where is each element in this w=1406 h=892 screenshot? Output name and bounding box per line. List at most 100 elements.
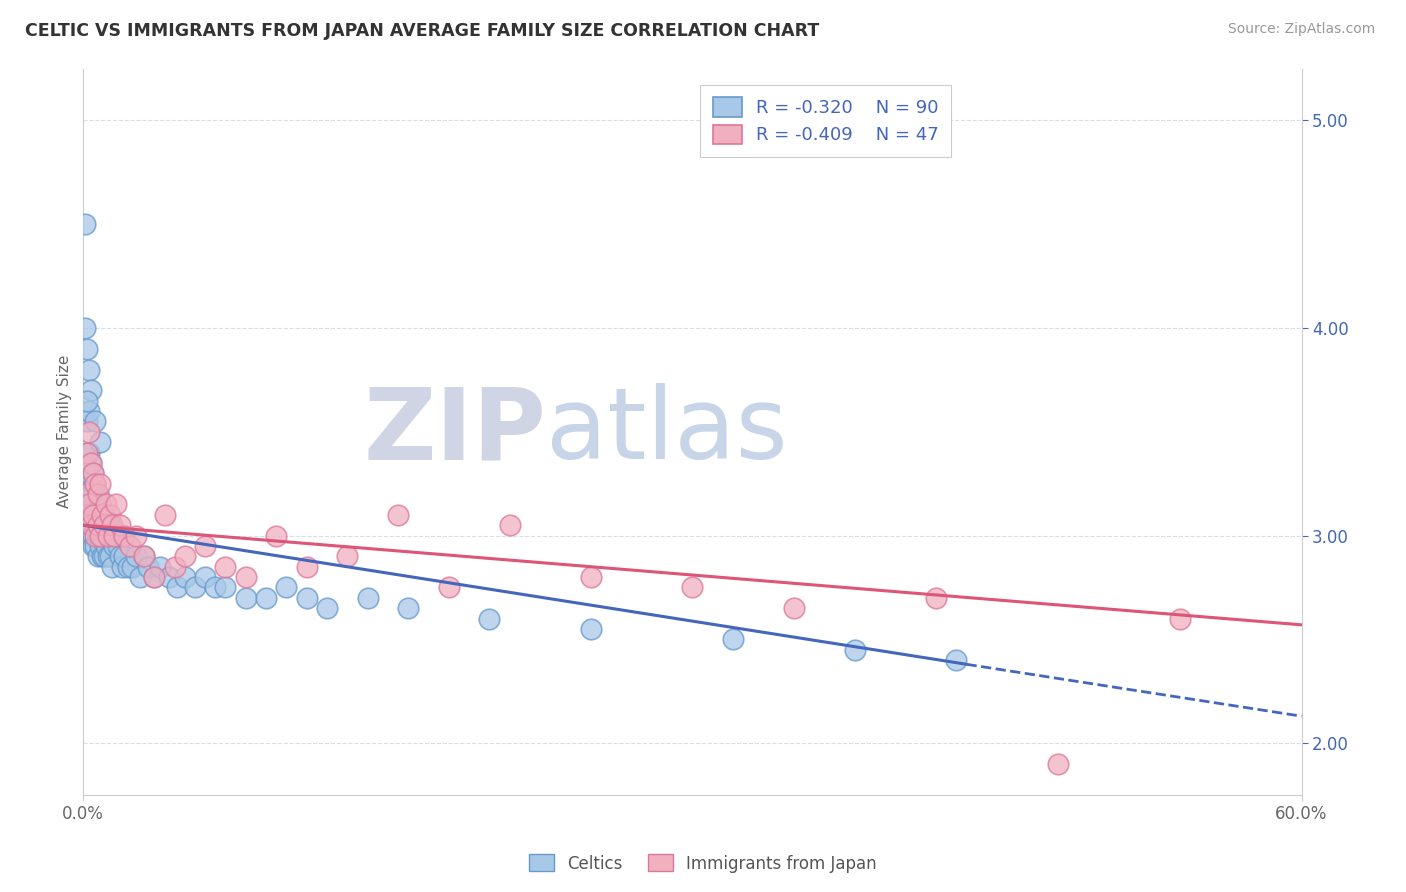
Point xyxy=(194,539,217,553)
Point xyxy=(75,487,97,501)
Point xyxy=(82,528,104,542)
Point xyxy=(98,549,121,564)
Point xyxy=(112,549,135,564)
Point xyxy=(149,559,172,574)
Point xyxy=(117,559,139,574)
Point xyxy=(498,518,520,533)
Text: Source: ZipAtlas.com: Source: ZipAtlas.com xyxy=(1227,22,1375,37)
Point xyxy=(194,570,217,584)
Point xyxy=(75,467,97,481)
Point xyxy=(84,498,107,512)
Point xyxy=(90,508,112,522)
Point xyxy=(478,612,501,626)
Point xyxy=(336,549,359,564)
Point xyxy=(134,549,156,564)
Point xyxy=(103,539,125,553)
Point xyxy=(89,539,111,553)
Point xyxy=(204,581,226,595)
Point xyxy=(79,467,101,481)
Point xyxy=(80,456,103,470)
Point xyxy=(80,487,103,501)
Point xyxy=(80,508,103,522)
Point xyxy=(75,476,97,491)
Point xyxy=(89,476,111,491)
Point xyxy=(100,518,122,533)
Point xyxy=(166,581,188,595)
Point xyxy=(82,487,104,501)
Text: CELTIC VS IMMIGRANTS FROM JAPAN AVERAGE FAMILY SIZE CORRELATION CHART: CELTIC VS IMMIGRANTS FROM JAPAN AVERAGE … xyxy=(25,22,820,40)
Point xyxy=(184,581,207,595)
Point xyxy=(681,581,703,595)
Point xyxy=(79,445,101,459)
Point xyxy=(94,539,117,553)
Point xyxy=(97,528,120,542)
Point xyxy=(84,476,107,491)
Point xyxy=(98,508,121,522)
Point xyxy=(82,539,104,553)
Point xyxy=(107,539,129,553)
Point xyxy=(82,508,104,522)
Point xyxy=(134,549,156,564)
Point xyxy=(76,467,98,481)
Point xyxy=(86,549,108,564)
Point xyxy=(94,498,117,512)
Legend: R = -0.320    N = 90, R = -0.409    N = 47: R = -0.320 N = 90, R = -0.409 N = 47 xyxy=(700,85,952,157)
Point xyxy=(129,570,152,584)
Point xyxy=(173,549,195,564)
Point xyxy=(84,528,107,542)
Point xyxy=(90,549,112,564)
Point xyxy=(157,570,180,584)
Point xyxy=(437,581,460,595)
Point xyxy=(118,539,141,553)
Point xyxy=(80,518,103,533)
Point xyxy=(111,559,134,574)
Point xyxy=(235,591,257,605)
Point xyxy=(75,487,97,501)
Point xyxy=(254,591,277,605)
Point xyxy=(86,487,108,501)
Point xyxy=(82,467,104,481)
Point xyxy=(86,518,108,533)
Point xyxy=(89,518,111,533)
Point xyxy=(89,435,111,450)
Point xyxy=(104,498,127,512)
Point xyxy=(76,445,98,459)
Point xyxy=(75,217,97,231)
Point xyxy=(79,425,101,439)
Point xyxy=(80,456,103,470)
Text: ZIP: ZIP xyxy=(363,384,546,480)
Point xyxy=(125,549,148,564)
Point xyxy=(80,518,103,533)
Point xyxy=(136,559,159,574)
Point xyxy=(276,581,298,595)
Point xyxy=(76,414,98,428)
Point xyxy=(86,528,108,542)
Point xyxy=(100,528,122,542)
Point xyxy=(214,581,236,595)
Point xyxy=(80,384,103,398)
Point xyxy=(98,518,121,533)
Point xyxy=(79,498,101,512)
Point xyxy=(76,487,98,501)
Point xyxy=(108,518,131,533)
Point xyxy=(76,508,98,522)
Point xyxy=(143,570,166,584)
Point xyxy=(93,518,115,533)
Point xyxy=(945,653,967,667)
Point xyxy=(125,528,148,542)
Point xyxy=(94,518,117,533)
Point xyxy=(396,601,419,615)
Point xyxy=(97,528,120,542)
Point xyxy=(783,601,806,615)
Point xyxy=(76,393,98,408)
Point xyxy=(93,528,115,542)
Point xyxy=(90,508,112,522)
Point xyxy=(103,528,125,542)
Point xyxy=(79,362,101,376)
Point xyxy=(76,445,98,459)
Point xyxy=(84,414,107,428)
Point xyxy=(121,559,143,574)
Point xyxy=(82,508,104,522)
Point xyxy=(93,549,115,564)
Point xyxy=(89,528,111,542)
